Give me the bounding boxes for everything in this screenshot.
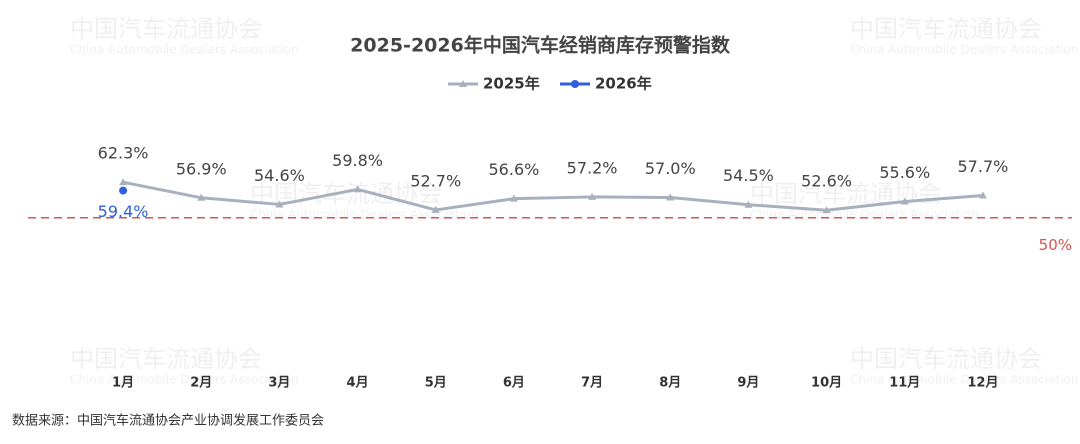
point <box>431 205 440 213</box>
legend-label: 2026年 <box>595 75 652 93</box>
watermark-cn: 中国汽车流通协会 <box>850 15 1042 43</box>
data-label: 62.3% <box>98 144 149 163</box>
data-label: 55.6% <box>879 163 930 182</box>
series: 59.4% <box>98 186 149 221</box>
data-label: 57.2% <box>567 158 618 177</box>
data-label: 52.7% <box>410 171 461 190</box>
x-tick-label: 1月 <box>112 376 134 391</box>
point <box>119 178 128 186</box>
x-tick-label: 3月 <box>268 376 290 391</box>
data-label: 54.5% <box>723 166 774 185</box>
legend-marker <box>571 80 579 88</box>
point <box>197 193 206 201</box>
data-label: 57.7% <box>958 157 1009 176</box>
source-note: 数据来源：中国汽车流通协会产业协调发展工作委员会 <box>12 413 324 429</box>
point <box>822 206 831 214</box>
watermark-en: China Automobile Dealers Association <box>850 43 1079 57</box>
watermark-cn: 中国汽车流通协会 <box>70 345 262 373</box>
x-tick-label: 2月 <box>190 376 212 391</box>
legend-label: 2025年 <box>483 75 540 93</box>
x-tick-label: 7月 <box>581 376 603 391</box>
reference-label: 50% <box>1039 236 1072 254</box>
watermark-cn: 中国汽车流通协会 <box>850 345 1042 373</box>
point <box>509 194 518 202</box>
data-label: 52.6% <box>801 172 852 191</box>
point <box>353 185 362 193</box>
data-label: 59.8% <box>332 151 383 170</box>
x-tick-label: 9月 <box>737 376 759 391</box>
chart-title: 2025-2026年中国汽车经销商库存预警指数 <box>350 34 731 57</box>
point <box>978 191 987 199</box>
data-label: 54.6% <box>254 166 305 185</box>
data-label: 56.6% <box>489 160 540 179</box>
watermark-en: China Automobile Dealers Association <box>70 43 299 57</box>
watermark-en: China Automobile Dealers Association <box>70 373 299 387</box>
x-tick-label: 12月 <box>967 376 998 391</box>
legend-marker <box>459 80 467 87</box>
x-tick-label: 8月 <box>659 376 681 391</box>
watermark-cn: 中国汽车流通协会 <box>750 180 942 208</box>
line <box>122 180 984 212</box>
x-tick-label: 4月 <box>347 376 369 391</box>
point <box>900 197 909 205</box>
x-tick-label: 5月 <box>425 376 447 391</box>
data-label: 57.0% <box>645 159 696 178</box>
point <box>119 186 128 195</box>
point <box>588 192 597 200</box>
point <box>744 200 753 208</box>
point <box>666 193 675 201</box>
watermark-en: China Automobile Dealers Association <box>750 208 979 222</box>
x-tick-label: 10月 <box>811 376 842 391</box>
data-label: 59.4% <box>98 202 149 221</box>
x-tick-label: 6月 <box>503 376 525 391</box>
x-tick-label: 11月 <box>889 376 920 391</box>
watermark-cn: 中国汽车流通协会 <box>70 15 262 43</box>
point <box>275 200 284 208</box>
watermark-en: China Automobile Dealers Association <box>850 373 1079 387</box>
data-label: 56.9% <box>176 159 227 178</box>
series: 62.3% 56.9% 54.6% 59.8% 52.7% 56.6% 57.2% 57.0%… <box>98 144 1009 214</box>
